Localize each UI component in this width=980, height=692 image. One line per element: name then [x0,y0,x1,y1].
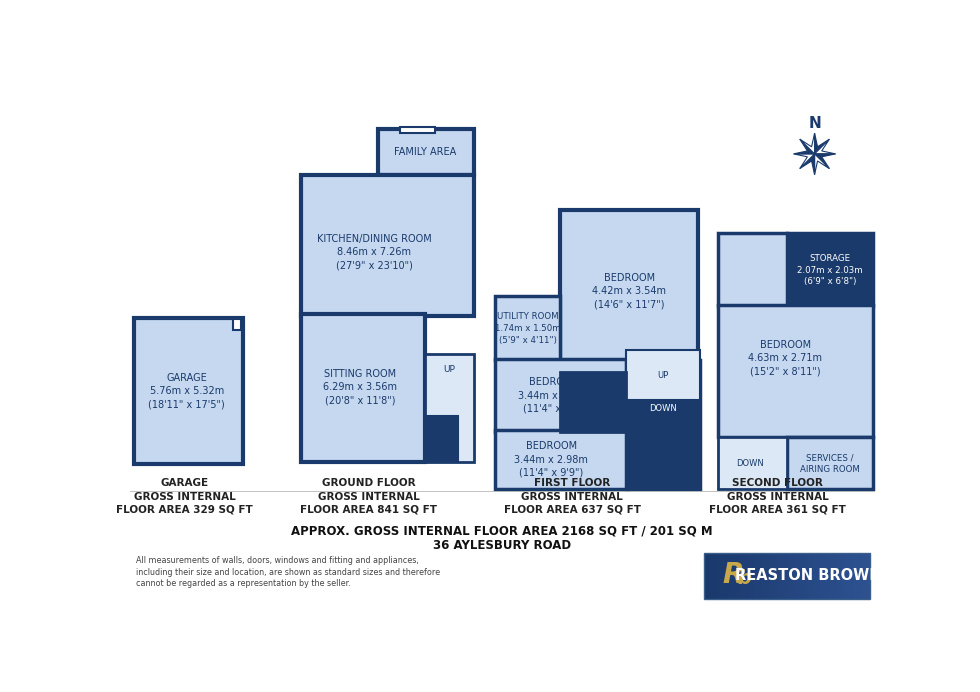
Text: STORAGE
2.07m x 2.03m
(6'9" x 6'8"): STORAGE 2.07m x 2.03m (6'9" x 6'8") [798,254,862,286]
Polygon shape [794,139,814,154]
Bar [626,361,700,489]
Bar [729,553,734,599]
Bar [833,553,838,599]
Text: FAMILY AREA: FAMILY AREA [394,147,456,157]
Text: BEDROOM
4.63m x 2.71m
(15'2" x 8'11"): BEDROOM 4.63m x 2.71m (15'2" x 8'11") [748,340,822,376]
Bar [712,553,717,599]
Bar [788,437,873,489]
Bar [862,553,867,599]
Bar [495,358,628,432]
Polygon shape [794,154,814,169]
Bar [779,553,784,599]
Polygon shape [814,154,836,169]
Bar [762,553,767,599]
Text: BEDROOM
3.44m x 2.98m
(11'4" x 9'9"): BEDROOM 3.44m x 2.98m (11'4" x 9'9") [514,441,588,477]
Bar [754,553,759,599]
Text: UP: UP [657,371,668,380]
Bar [561,372,626,432]
Bar [708,553,712,599]
Text: UTILITY ROOM
1.74m x 1.50m
(5'9" x 4'11"): UTILITY ROOM 1.74m x 1.50m (5'9" x 4'11"… [495,312,561,345]
Text: SITTING ROOM
6.29m x 3.56m
(20'8" x 11'8"): SITTING ROOM 6.29m x 3.56m (20'8" x 11'8… [323,369,398,406]
Bar [804,553,808,599]
Text: APPROX. GROSS INTERNAL FLOOR AREA 2168 SQ FT / 201 SQ M: APPROX. GROSS INTERNAL FLOOR AREA 2168 S… [291,525,713,538]
Bar [704,553,870,599]
Text: GROUND FLOOR
GROSS INTERNAL
FLOOR AREA 841 SQ FT: GROUND FLOOR GROSS INTERNAL FLOOR AREA 8… [301,478,437,515]
Text: SERVICES /
AIRING ROOM: SERVICES / AIRING ROOM [800,453,860,474]
Bar [841,553,846,599]
Bar [758,553,762,599]
Bar [854,553,858,599]
Bar [704,553,709,599]
Bar [783,553,788,599]
Bar [301,314,424,462]
Bar [301,176,473,316]
Text: SECOND FLOOR
GROSS INTERNAL
FLOOR AREA 361 SQ FT: SECOND FLOOR GROSS INTERNAL FLOOR AREA 3… [709,478,846,515]
Text: GARAGE
GROSS INTERNAL
FLOOR AREA 329 SQ FT: GARAGE GROSS INTERNAL FLOOR AREA 329 SQ … [116,478,253,515]
Bar [750,553,755,599]
Bar [837,553,842,599]
Bar [716,553,721,599]
Bar [774,553,779,599]
Bar [824,553,829,599]
Bar [400,127,435,133]
Bar [850,553,855,599]
Text: BEDROOM
3.44m x 2.88m
(11'4" x 9'6"): BEDROOM 3.44m x 2.88m (11'4" x 9'6") [518,377,592,414]
Text: KITCHEN/DINING ROOM
8.46m x 7.26m
(27'9" x 23'10"): KITCHEN/DINING ROOM 8.46m x 7.26m (27'9"… [317,234,432,271]
Text: R: R [722,561,744,589]
Bar [561,210,699,372]
Bar [791,553,796,599]
Text: 36 AYLESBURY ROAD: 36 AYLESBURY ROAD [433,538,571,552]
Bar [788,233,873,307]
Bar [717,437,788,489]
Text: REASTON BROWN: REASTON BROWN [735,567,882,583]
Bar [858,553,862,599]
Bar [717,233,788,307]
Bar [424,416,458,462]
Bar [724,553,729,599]
Bar [717,304,873,437]
Text: UP: UP [444,365,456,374]
Text: GARAGE
5.76m x 5.32m
(18'11" x 17'5"): GARAGE 5.76m x 5.32m (18'11" x 17'5") [148,373,225,409]
Bar [866,553,871,599]
Bar [720,553,725,599]
Bar [766,553,771,599]
Text: b: b [737,570,751,588]
Polygon shape [800,133,814,154]
Bar [741,553,746,599]
Text: FIRST FLOOR
GROSS INTERNAL
FLOOR AREA 637 SQ FT: FIRST FLOOR GROSS INTERNAL FLOOR AREA 63… [504,478,641,515]
Bar [800,553,805,599]
Text: All measurements of walls, doors, windows and fitting and appliances,
including : All measurements of walls, doors, window… [136,556,441,588]
Bar [424,354,473,462]
Bar [787,553,792,599]
Bar [846,553,851,599]
Polygon shape [814,139,836,154]
Bar [495,430,628,489]
Bar [737,553,742,599]
Text: IN: IN [445,450,454,459]
Bar [812,553,817,599]
Text: N: N [808,116,821,131]
Text: BEDROOM
4.42m x 3.54m
(14'6" x 11'7"): BEDROOM 4.42m x 3.54m (14'6" x 11'7") [592,273,666,309]
Bar [378,129,473,176]
Bar [626,350,700,400]
Bar [733,553,738,599]
Text: DOWN: DOWN [736,459,764,468]
Text: DOWN: DOWN [649,404,676,413]
Bar [134,318,243,464]
Polygon shape [800,154,814,174]
Polygon shape [814,154,829,174]
Bar [746,553,751,599]
Bar [808,553,812,599]
Bar [829,553,834,599]
Bar [816,553,821,599]
Polygon shape [814,133,829,154]
Bar [820,553,825,599]
Bar [233,320,241,330]
Bar [495,296,561,361]
Bar [770,553,775,599]
Bar [796,553,801,599]
